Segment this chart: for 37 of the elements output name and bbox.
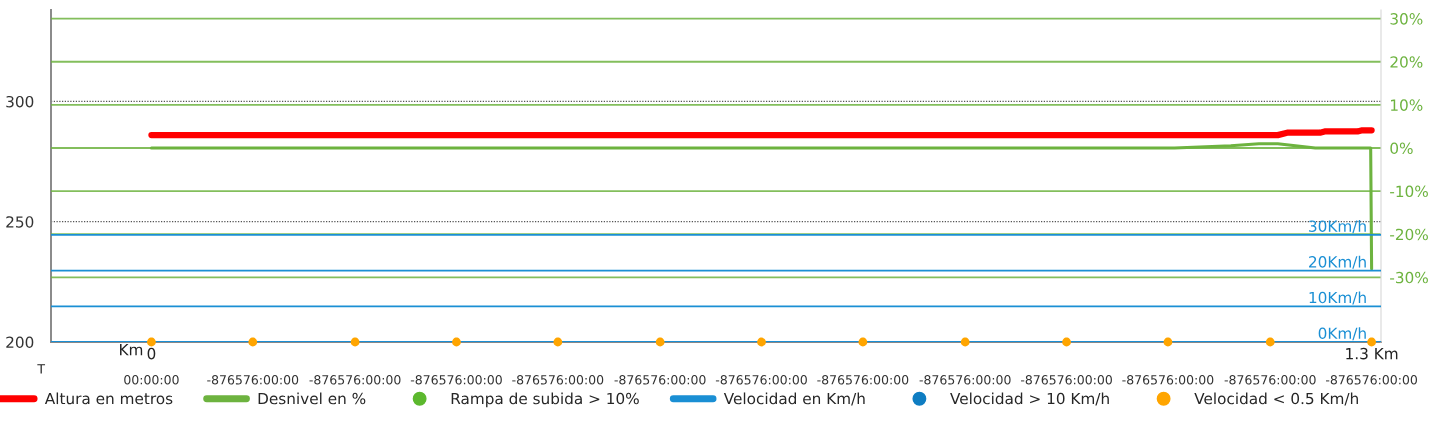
annotation: -876576:00:00 (512, 375, 604, 385)
annotation: -876576:00:00 (410, 375, 502, 385)
y3-tick-label: 0Km/h (1318, 327, 1366, 341)
legend-label: Desnivel en % (258, 392, 366, 405)
y-tick-label: 200 (6, 336, 34, 349)
y2-tick-label: -10% (1390, 185, 1428, 198)
y3-tick-label: 10Km/h (1309, 291, 1366, 305)
annotation: -876576:00:00 (715, 375, 807, 385)
y-tick-label: 250 (6, 216, 34, 228)
y2-tick-label: -30% (1390, 271, 1428, 284)
annotation: -876576:00:00 (919, 375, 1011, 385)
y-tick-label: 300 (6, 95, 34, 108)
legend-label: Altura en metros (44, 392, 173, 405)
annotation: -876576:00:00 (817, 375, 909, 385)
y2-tick-label: -20% (1390, 228, 1428, 241)
y2-tick-label: 0% (1390, 142, 1413, 154)
annotation: 00:00:00 (124, 375, 179, 385)
annotation: -876576:00:00 (207, 375, 299, 385)
y2-tick-label: 30% (1390, 13, 1423, 25)
annotation: -876576:00:00 (614, 375, 706, 385)
y3-tick-label: 30Km/h (1309, 220, 1366, 234)
annotation: -876576:00:00 (1020, 375, 1112, 385)
legend-label: Rampa de subida > 10% (451, 392, 639, 408)
text: T (37, 364, 46, 374)
x-tick-label: 1.3 Km (1346, 347, 1398, 360)
annotation: -876576:00:00 (1224, 375, 1316, 385)
legend-label: Velocidad < 0.5 Km/h (1194, 392, 1358, 406)
y3-tick-label: 20Km/h (1309, 255, 1366, 269)
y2-tick-label: 20% (1390, 56, 1423, 68)
annotation: -876576:00:00 (1122, 375, 1214, 385)
x-axis-title: Km (120, 344, 143, 356)
legend-label: Velocidad en Km/h (723, 392, 865, 406)
x-tick-label: 0 (147, 347, 156, 360)
annotation: -876576:00:00 (309, 375, 401, 385)
annotation: -876576:00:00 (1325, 375, 1418, 385)
legend-label: Velocidad > 10 Km/h (950, 392, 1109, 406)
y2-tick-label: 10% (1391, 99, 1423, 111)
